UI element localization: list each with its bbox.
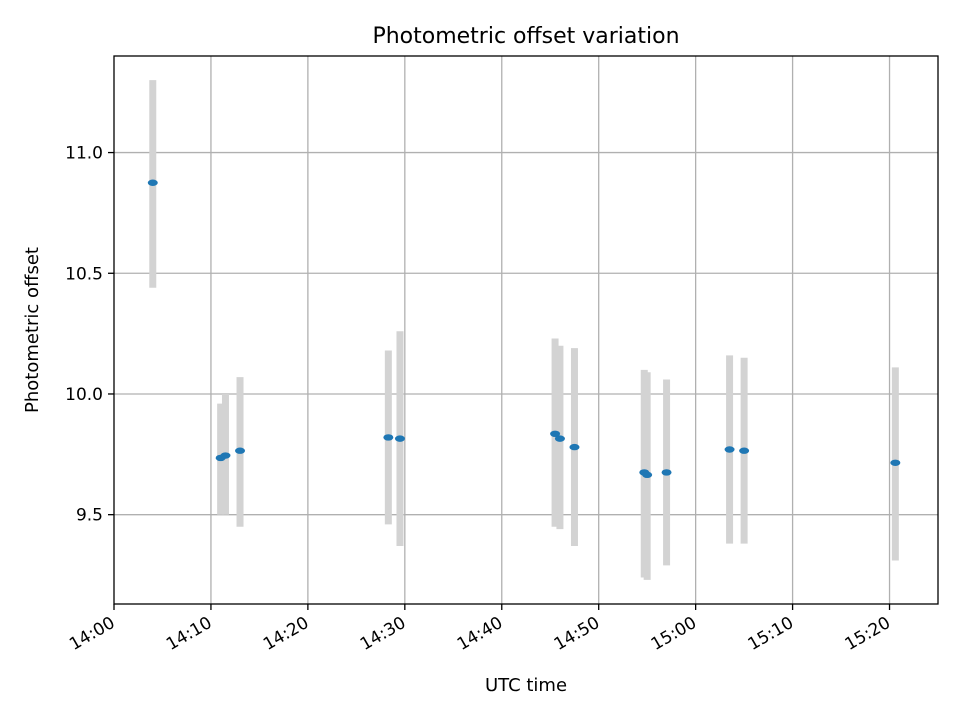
data-point xyxy=(394,435,405,442)
data-point xyxy=(739,447,750,454)
y-tick-label: 9.5 xyxy=(76,506,103,526)
data-point xyxy=(724,446,735,453)
data-point xyxy=(383,434,394,441)
data-point xyxy=(147,179,158,186)
grid-lines xyxy=(114,56,938,604)
plot-frame xyxy=(113,55,939,605)
y-axis-ticks: 9.5 10.0 10.5 11.0 xyxy=(65,144,114,526)
data-point xyxy=(235,447,246,454)
data-point xyxy=(554,435,565,442)
chart-title: Photometric offset variation xyxy=(372,24,679,49)
data-points xyxy=(147,179,901,479)
data-point xyxy=(890,459,901,466)
y-tick-label: 11.0 xyxy=(65,144,103,164)
data-point xyxy=(661,469,672,476)
data-point xyxy=(220,452,231,459)
y-tick-label: 10.0 xyxy=(65,385,103,405)
data-point xyxy=(642,471,653,479)
y-axis-label: Photometric offset xyxy=(22,247,43,413)
data-point xyxy=(550,430,561,438)
y-tick-label: 10.5 xyxy=(65,264,103,284)
x-axis-label: UTC time xyxy=(485,675,567,696)
data-point xyxy=(569,443,580,451)
